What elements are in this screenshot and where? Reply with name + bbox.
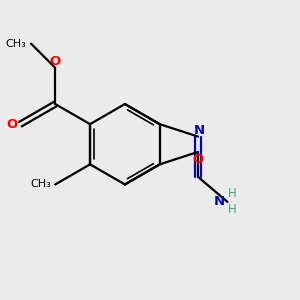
- Text: N: N: [214, 195, 225, 208]
- Text: H: H: [228, 203, 237, 217]
- Text: H: H: [228, 188, 237, 200]
- Text: O: O: [192, 154, 204, 166]
- Text: CH₃: CH₃: [5, 39, 26, 49]
- Text: N: N: [194, 124, 205, 137]
- Text: CH₃: CH₃: [30, 179, 51, 190]
- Text: O: O: [50, 55, 61, 68]
- Text: O: O: [7, 118, 18, 130]
